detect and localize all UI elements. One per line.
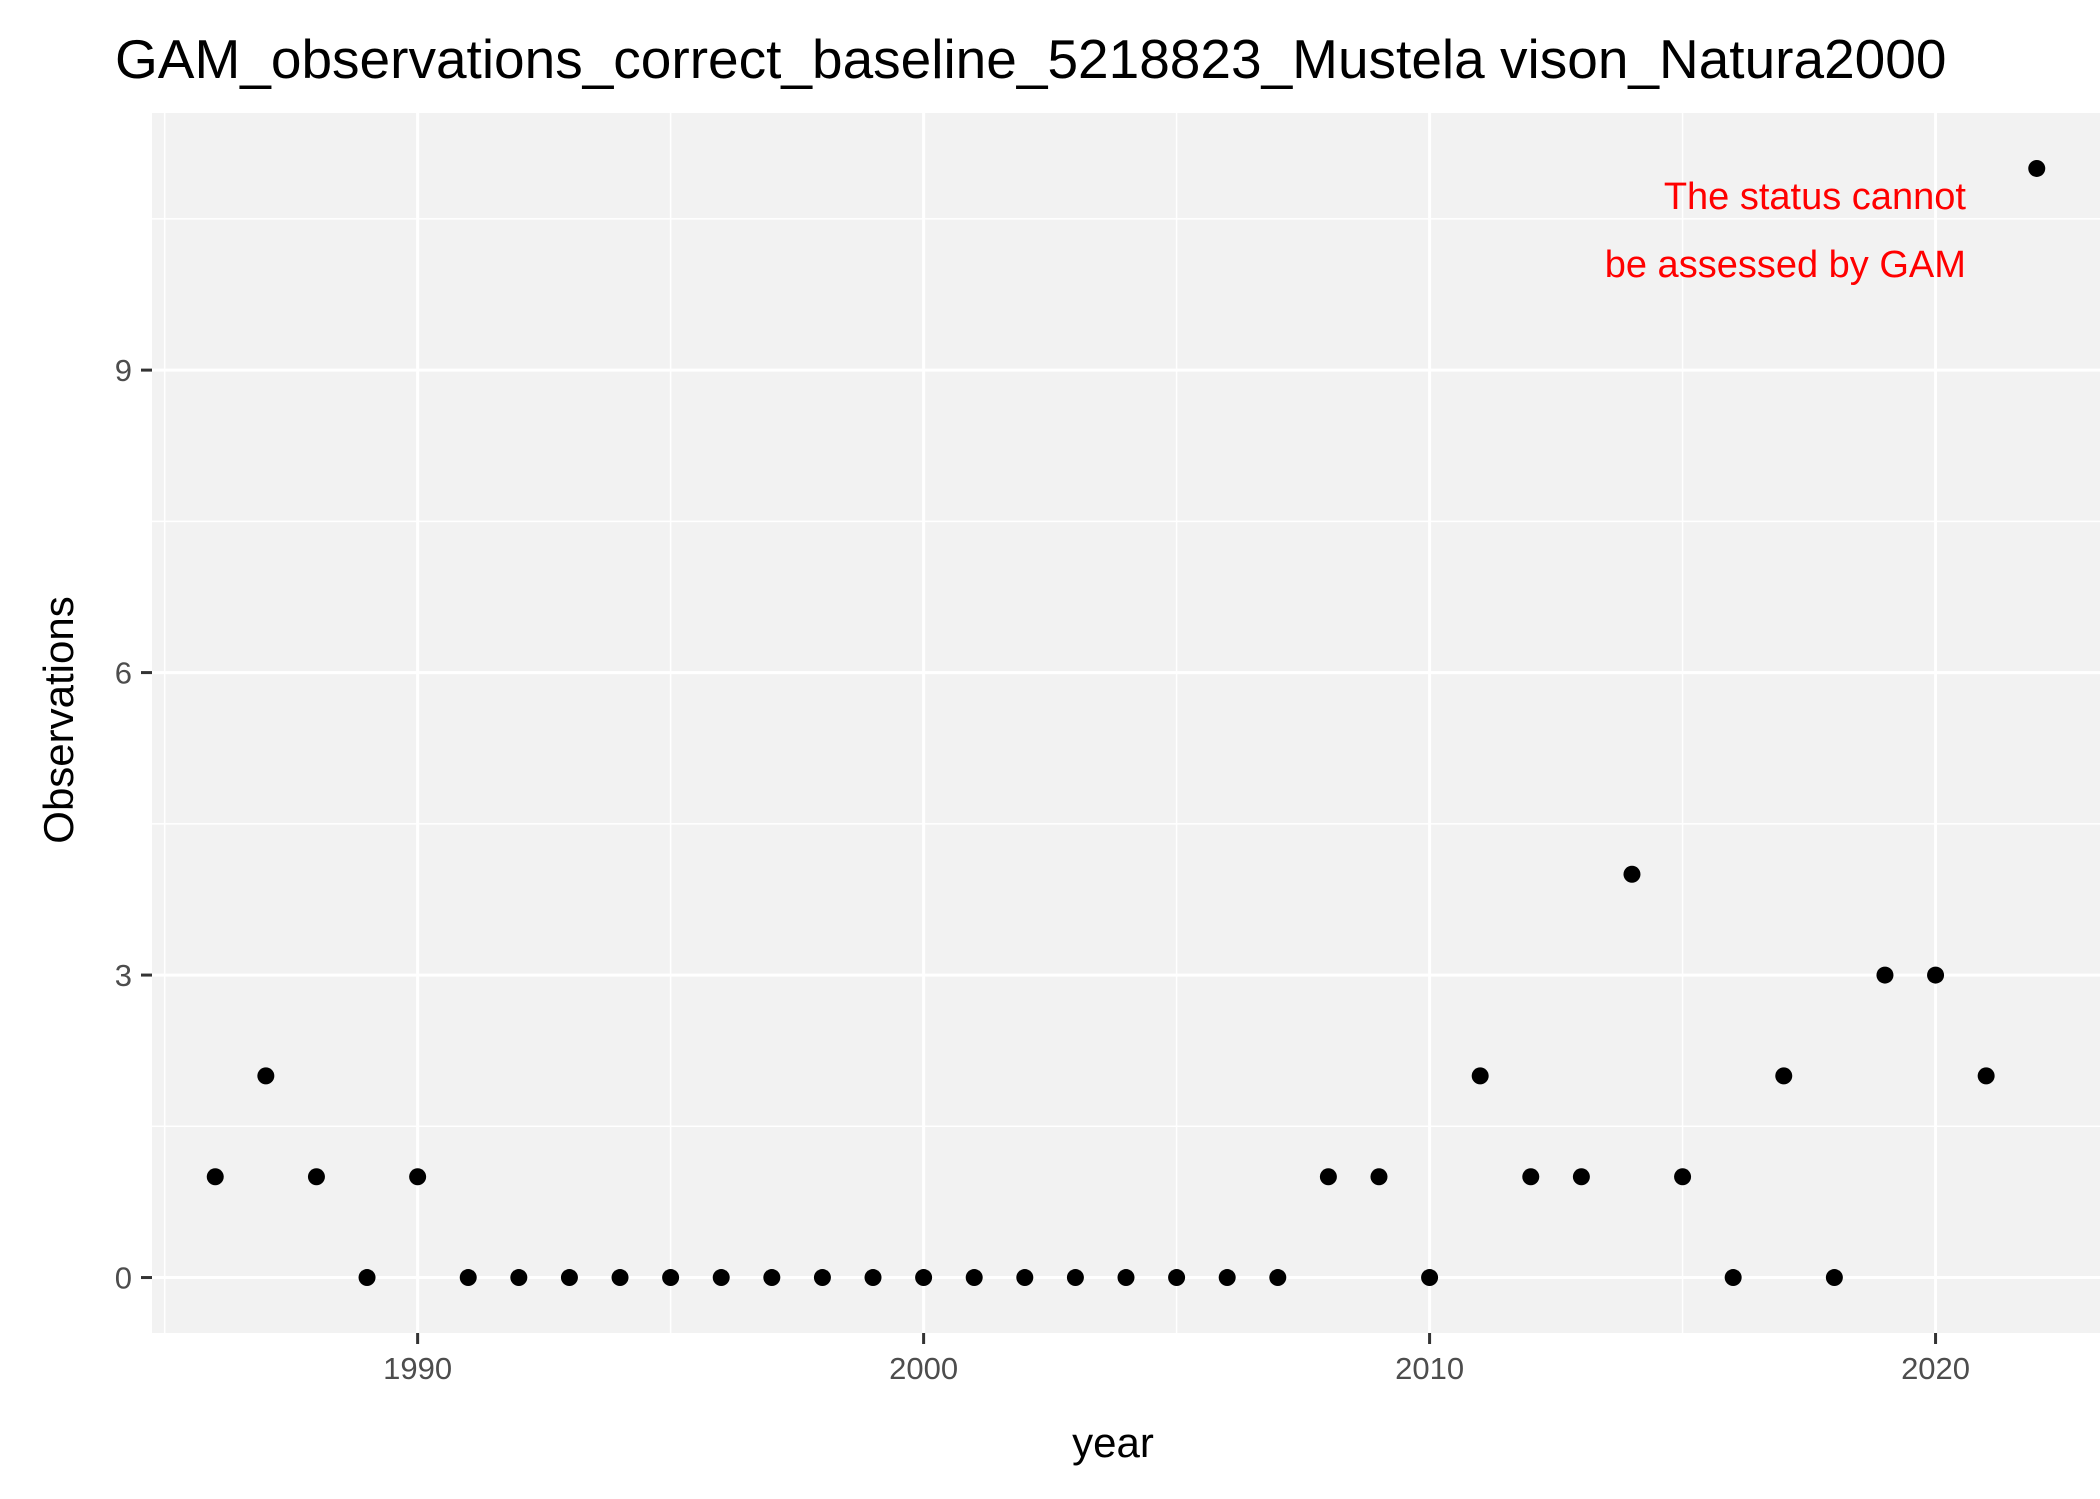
data-point [1218, 1269, 1236, 1287]
data-points [206, 159, 2046, 1287]
x-tick-label: 2000 [889, 1351, 958, 1386]
data-point [1825, 1269, 1843, 1287]
data-point [560, 1269, 578, 1287]
annotation-line: The status cannot [1664, 176, 1967, 218]
data-point [1623, 865, 1641, 883]
annotation-line: be assessed by GAM [1605, 244, 1966, 286]
y-tick-label: 9 [115, 353, 132, 388]
data-point [662, 1269, 680, 1287]
data-point [915, 1269, 933, 1287]
y-axis: 0 3 6 9 [115, 353, 152, 1296]
data-point [763, 1269, 781, 1287]
data-point [611, 1269, 629, 1287]
x-tick-label: 1990 [383, 1351, 452, 1386]
data-point [510, 1269, 528, 1287]
data-point [1319, 1168, 1337, 1186]
data-point [864, 1269, 882, 1287]
x-tick-label: 2010 [1395, 1351, 1464, 1386]
data-point [409, 1168, 427, 1186]
data-point [1370, 1168, 1388, 1186]
data-point [1724, 1269, 1742, 1287]
y-axis-title: Observations [35, 596, 82, 843]
data-point [358, 1269, 376, 1287]
data-point [1927, 966, 1945, 984]
data-point [712, 1269, 730, 1287]
data-point [2028, 159, 2046, 177]
data-point [1117, 1269, 1135, 1287]
grid-minor [152, 113, 2100, 1333]
data-point [1522, 1168, 1540, 1186]
x-tick-label: 2020 [1901, 1351, 1970, 1386]
x-axis: 1990 2000 2010 2020 [383, 1333, 1970, 1386]
y-tick-label: 0 [115, 1261, 132, 1296]
data-point [1066, 1269, 1084, 1287]
data-point [307, 1168, 325, 1186]
plot-panel [152, 113, 2100, 1333]
chart-title: GAM_observations_correct_baseline_521882… [115, 28, 1946, 90]
y-tick-label: 3 [115, 958, 132, 993]
data-point [1016, 1269, 1034, 1287]
data-point [1168, 1269, 1186, 1287]
data-point [206, 1168, 224, 1186]
data-point [1572, 1168, 1590, 1186]
data-point [1775, 1067, 1793, 1085]
data-point [257, 1067, 275, 1085]
data-point [965, 1269, 983, 1287]
data-point [1876, 966, 1894, 984]
data-point [1269, 1269, 1287, 1287]
x-axis-title: year [1072, 1419, 1154, 1466]
status-annotation: The status cannot be assessed by GAM [1605, 176, 1967, 286]
data-point [459, 1269, 477, 1287]
data-point [813, 1269, 831, 1287]
data-point [1471, 1067, 1489, 1085]
data-point [1421, 1269, 1439, 1287]
y-tick-label: 6 [115, 656, 132, 691]
data-point [1674, 1168, 1692, 1186]
data-point [1977, 1067, 1995, 1085]
